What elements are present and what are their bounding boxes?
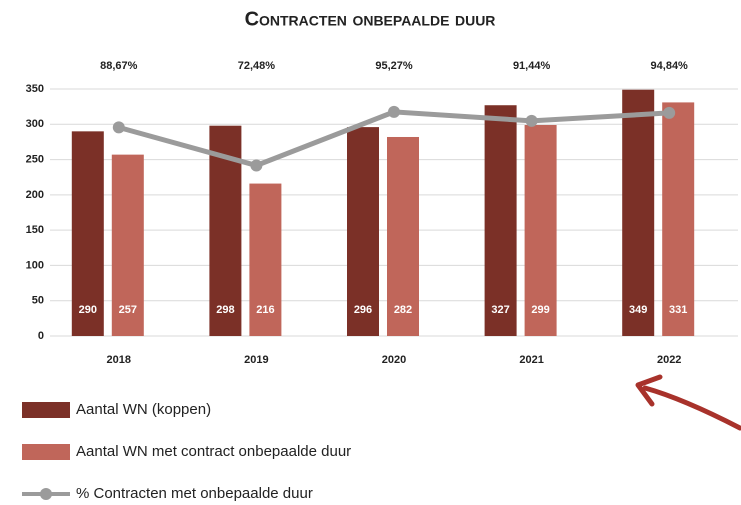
bar: [249, 183, 282, 336]
legend-marker: [40, 488, 52, 500]
x-tick-label: 2022: [657, 354, 681, 366]
arrow: [642, 385, 741, 431]
bar: [622, 89, 655, 336]
legend-label: Aantal WN met contract onbepaalde duur: [76, 443, 351, 460]
legend-swatch: [22, 402, 70, 418]
data-label: 216: [256, 304, 274, 316]
x-tick-label: 2021: [519, 354, 543, 366]
y-tick-label: 50: [32, 295, 44, 307]
data-label: 257: [119, 304, 137, 316]
bar: [347, 127, 379, 336]
x-tick-label: 2020: [382, 354, 406, 366]
data-label: 296: [354, 304, 372, 316]
data-label: 72,48%: [238, 60, 276, 72]
line-marker: [250, 159, 263, 172]
y-tick-label: 150: [26, 224, 44, 236]
data-label: 299: [531, 304, 549, 316]
bar: [387, 136, 419, 336]
x-tick-label: 2019: [244, 354, 268, 366]
y-tick-label: 250: [26, 153, 44, 165]
bar: [662, 102, 695, 336]
y-tick-label: 0: [38, 330, 44, 342]
bar: [111, 154, 144, 336]
y-tick-label: 200: [26, 189, 44, 201]
data-label: 290: [79, 304, 97, 316]
data-label: 327: [491, 304, 509, 316]
data-label: 88,67%: [100, 60, 138, 72]
data-label: 91,44%: [513, 60, 551, 72]
bar: [71, 131, 104, 336]
legend-swatch: [22, 444, 70, 460]
legend-label: Aantal WN (koppen): [76, 401, 211, 418]
data-label: 349: [629, 304, 647, 316]
line-marker: [663, 106, 676, 119]
data-label: 298: [216, 304, 234, 316]
line-marker: [388, 105, 400, 118]
arrow-head: [635, 374, 663, 407]
bar: [524, 124, 557, 337]
data-label: 331: [669, 304, 687, 316]
line-marker: [525, 114, 538, 127]
y-tick-label: 100: [26, 259, 44, 271]
line-marker: [112, 121, 125, 134]
data-label: 94,84%: [651, 60, 689, 72]
y-tick-label: 350: [26, 83, 44, 95]
legend-label: % Contracten met onbepaalde duur: [76, 485, 313, 502]
x-tick-label: 2018: [107, 354, 131, 366]
chart-title: Contracten onbepaalde duur: [245, 8, 496, 30]
y-tick-label: 300: [26, 118, 44, 130]
bar: [484, 105, 517, 336]
data-label: 95,27%: [375, 60, 413, 72]
data-label: 282: [394, 304, 412, 316]
